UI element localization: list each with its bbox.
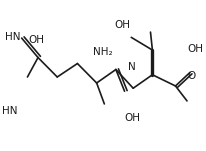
Text: OH: OH <box>28 35 44 45</box>
Text: OH: OH <box>115 20 131 30</box>
Text: NH₂: NH₂ <box>93 47 112 57</box>
Text: O: O <box>187 71 195 80</box>
Text: N: N <box>128 61 136 72</box>
Text: HN: HN <box>2 106 18 116</box>
Text: HN: HN <box>5 32 21 42</box>
Text: OH: OH <box>124 113 140 123</box>
Text: OH: OH <box>187 44 203 54</box>
